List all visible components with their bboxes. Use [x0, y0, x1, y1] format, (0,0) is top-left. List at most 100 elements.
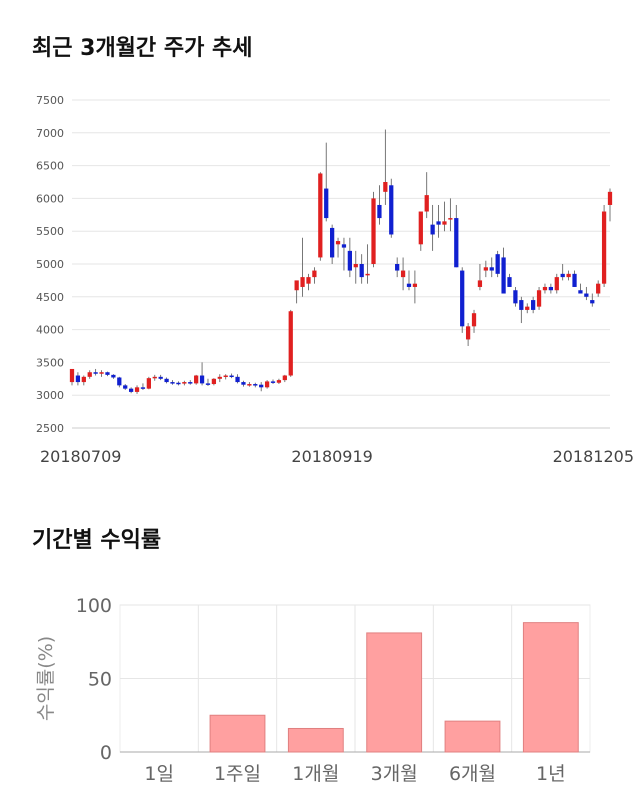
candle-body	[554, 277, 559, 291]
candle-body	[241, 382, 246, 385]
candle-body	[471, 313, 477, 327]
bar	[522, 622, 579, 753]
candle-body	[454, 218, 459, 268]
x-tick-label: 20181205	[553, 447, 634, 466]
candle-body	[607, 191, 613, 205]
y-axis-label: 수익률(%)	[35, 636, 57, 721]
candle-body	[123, 385, 128, 389]
x-tick-label: 1일	[144, 763, 174, 785]
candle-body	[93, 372, 98, 374]
candle-body	[117, 377, 122, 386]
candle-body	[578, 290, 583, 294]
bar	[444, 720, 501, 753]
candle-body	[223, 375, 228, 378]
candle-body	[531, 300, 536, 310]
y-tick-label: 3000	[36, 389, 64, 402]
price-chart-title: 최근 3개월간 주가 추세	[32, 36, 253, 61]
candle-body	[146, 378, 151, 389]
bar	[366, 632, 423, 753]
candle-body	[276, 380, 282, 383]
candle-body	[164, 378, 169, 383]
candle-body	[105, 372, 110, 375]
x-tick-label: 3개월	[371, 763, 418, 785]
candle-body	[536, 290, 542, 307]
candle-body	[377, 204, 382, 219]
candle-body	[566, 273, 571, 278]
candle-body	[69, 368, 75, 383]
candle-body	[560, 273, 565, 278]
candle-body	[211, 378, 217, 385]
y-tick-label: 100	[76, 595, 112, 617]
candle-body	[395, 264, 400, 271]
y-tick-label: 0	[100, 742, 112, 764]
candle-body	[324, 188, 329, 219]
candle-body	[235, 376, 240, 383]
candle-body	[111, 374, 116, 378]
candle-body	[247, 384, 252, 386]
candle-body	[182, 382, 187, 384]
candle-body	[519, 300, 524, 310]
candle-body	[158, 376, 163, 379]
candle-body	[465, 326, 471, 340]
candle-body	[259, 384, 264, 388]
candle-body	[335, 241, 341, 245]
y-tick-label: 3500	[36, 356, 64, 369]
candle-body	[199, 375, 205, 384]
candle-body	[406, 283, 412, 287]
candle-body	[596, 283, 601, 294]
y-tick-label: 4500	[36, 291, 64, 304]
candle-body	[99, 372, 104, 374]
candle-body	[389, 185, 394, 235]
x-tick-label: 1주일	[214, 763, 261, 785]
y-tick-label: 4000	[36, 324, 64, 337]
candle-body	[140, 387, 146, 389]
candle-body	[288, 311, 293, 376]
candle-body	[81, 376, 86, 383]
candle-body	[400, 270, 406, 278]
candle-body	[270, 381, 276, 383]
candle-body	[359, 264, 364, 278]
y-tick-label: 5000	[36, 258, 64, 271]
candle-body	[75, 375, 81, 383]
y-tick-label: 2500	[36, 422, 64, 435]
candle-body	[347, 250, 352, 271]
candle-body	[264, 381, 270, 388]
candle-body	[253, 384, 258, 386]
price-candlestick-chart: 2500 3000 3500 4000 4500 5000 5500 6000 6500 7000…	[36, 94, 634, 466]
candle-body	[152, 376, 157, 379]
candle-body	[194, 375, 199, 384]
candle-body	[412, 283, 418, 287]
candle-body	[542, 286, 548, 291]
candle-body	[548, 286, 554, 291]
candle-body	[525, 306, 530, 310]
candle-body	[188, 382, 193, 384]
y-tick-label: 6000	[36, 192, 64, 205]
candle-body	[483, 267, 488, 271]
candle-body	[294, 280, 299, 291]
bar	[287, 727, 344, 753]
candle-body	[229, 375, 234, 378]
bar	[209, 714, 266, 753]
y-tick-label: 6500	[36, 160, 64, 173]
candle-body	[371, 198, 376, 264]
candle-body	[448, 218, 453, 220]
candle-body	[477, 280, 483, 287]
x-tick-label: 20180709	[40, 447, 121, 466]
x-tick-label: 6개월	[449, 763, 496, 785]
candle-body	[501, 257, 506, 294]
x-tick-label: 20180919	[291, 447, 372, 466]
candle-body	[330, 227, 335, 258]
candle-body	[176, 382, 181, 385]
candle-body	[495, 254, 500, 274]
candle-body	[436, 221, 441, 225]
candle-body	[300, 277, 305, 287]
candle-body	[128, 388, 134, 392]
candle-body	[590, 300, 595, 304]
candle-body	[341, 244, 347, 248]
candle-body	[460, 270, 465, 327]
candle-body	[87, 372, 92, 377]
candle-body	[318, 173, 323, 258]
candle-body	[442, 221, 447, 225]
candle-body	[572, 273, 577, 287]
